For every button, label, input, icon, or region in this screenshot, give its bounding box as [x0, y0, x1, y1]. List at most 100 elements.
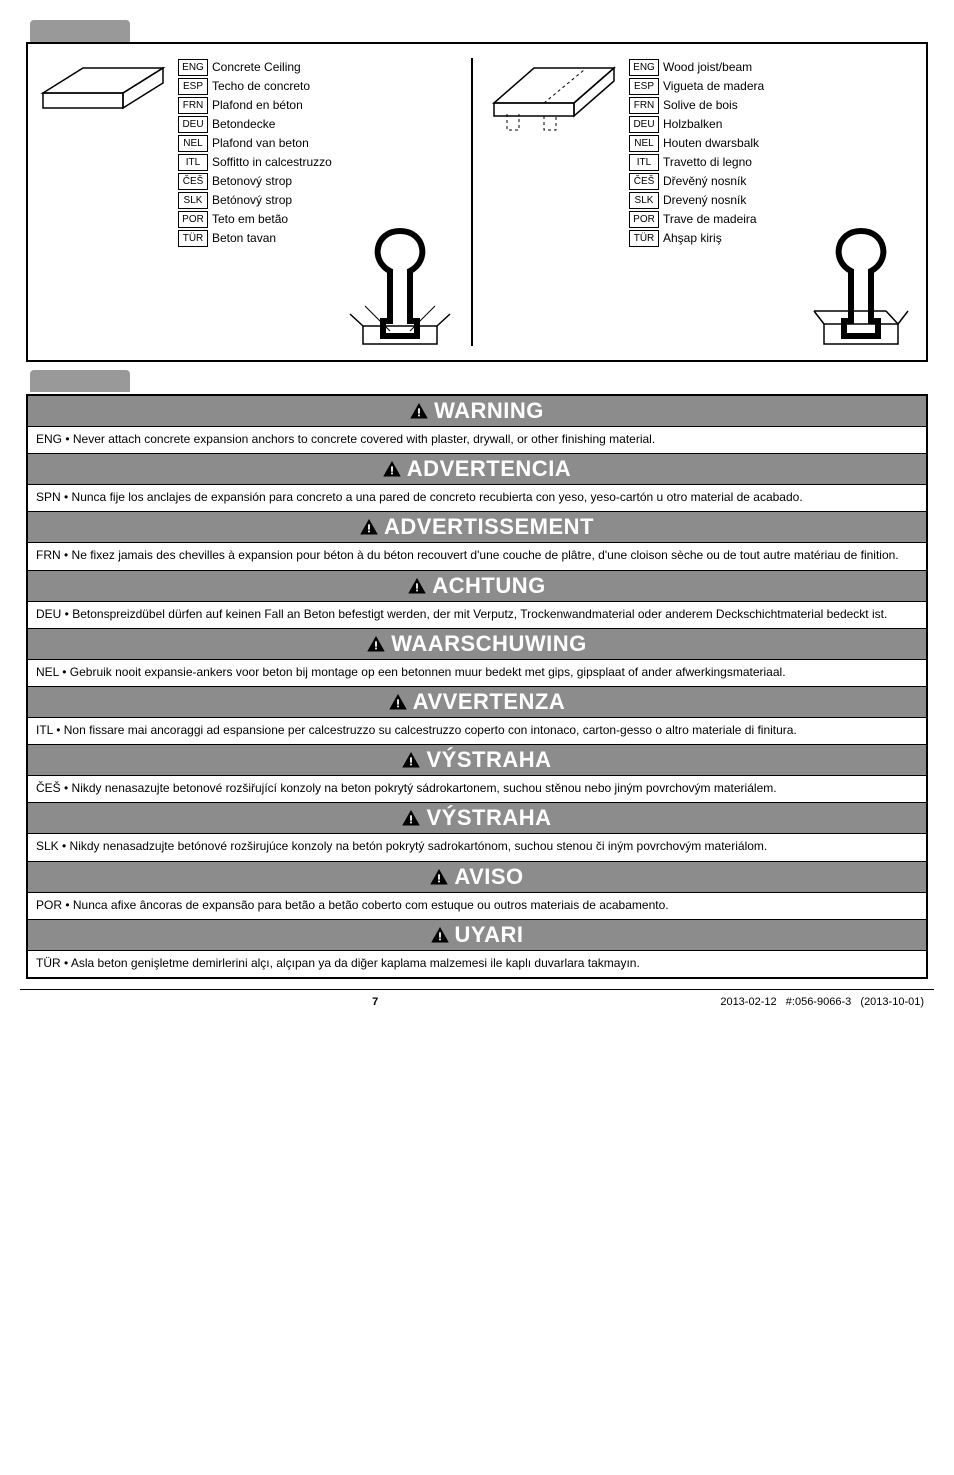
warning-triangle-icon [402, 752, 420, 768]
lang-text: Techo de concreto [212, 77, 310, 95]
lang-code: POR [629, 211, 659, 228]
warning-body: DEU • Betonspreizdübel dürfen auf keinen… [28, 601, 926, 628]
warning-body: SPN • Nunca fije los anclajes de expansi… [28, 484, 926, 511]
lang-text: Betondecke [212, 115, 275, 133]
lang-code: ESP [178, 78, 208, 95]
lang-code: ENG [629, 59, 659, 76]
warning-header: VÝSTRAHA [28, 744, 926, 775]
warning-body: ITL • Non fissare mai ancoraggi ad espan… [28, 717, 926, 744]
warning-header: AVVERTENZA [28, 686, 926, 717]
lang-text: Drevený nosník [663, 191, 746, 209]
lang-code: ČEŠ [178, 173, 208, 190]
lang-row: ČEŠDřevěný nosník [629, 172, 946, 190]
lang-text: Plafond en béton [212, 96, 303, 114]
lang-code: SLK [178, 192, 208, 209]
concrete-slab-icon [38, 58, 168, 148]
lang-code: SLK [629, 192, 659, 209]
lang-text: Solive de bois [663, 96, 738, 114]
warning-body: NEL • Gebruik nooit expansie-ankers voor… [28, 659, 926, 686]
lang-code: POR [178, 211, 208, 228]
lang-code: ITL [629, 154, 659, 171]
warning-triangle-icon [430, 869, 448, 885]
lang-text: Beton tavan [212, 229, 276, 247]
section-tab-top [30, 20, 130, 42]
lang-row: ENGConcrete Ceiling [178, 58, 495, 76]
footer-rev: (2013-10-01) [860, 996, 924, 1008]
footer-page-number: 7 [30, 996, 720, 1008]
lang-code: ČEŠ [629, 173, 659, 190]
warning-title: ACHTUNG [432, 573, 546, 599]
lang-text: Soffitto in calcestruzzo [212, 153, 332, 171]
warning-header: ACHTUNG [28, 570, 926, 601]
joist-anchor-icon [806, 226, 916, 346]
lang-text: Betónový strop [212, 191, 292, 209]
warning-title: UYARI [455, 922, 524, 948]
warning-header: ADVERTISSEMENT [28, 511, 926, 542]
lang-text: Dřevěný nosník [663, 172, 746, 190]
warning-title: VÝSTRAHA [426, 747, 551, 773]
section-tab-warnings [30, 370, 130, 392]
warning-body: TÜR • Asla beton genişletme demirlerini … [28, 950, 926, 977]
warning-header: AVISO [28, 861, 926, 892]
footer-date: 2013-02-12 [720, 996, 776, 1008]
lang-text: Ahşap kiriş [663, 229, 722, 247]
lang-row: ESPTecho de concreto [178, 77, 495, 95]
lang-row: ITLSoffitto in calcestruzzo [178, 153, 495, 171]
lang-text: Vigueta de madera [663, 77, 764, 95]
lang-code: TÜR [178, 230, 208, 247]
concrete-anchor-icon [345, 226, 455, 346]
warning-body: ČEŠ • Nikdy nenasazujte betonové rozšiřu… [28, 775, 926, 802]
warning-title: AVVERTENZA [413, 689, 566, 715]
warning-header: WARNING [28, 396, 926, 426]
joist-anchor-illustration [806, 218, 916, 346]
lang-row: FRNPlafond en béton [178, 96, 495, 114]
lang-text: Betonový strop [212, 172, 292, 190]
footer-doc-info: 2013-02-12 #:056-9066-3 (2013-10-01) [720, 996, 924, 1008]
lang-row: SLKDrevený nosník [629, 191, 946, 209]
lang-text: Travetto di legno [663, 153, 752, 171]
warning-triangle-icon [431, 927, 449, 943]
warning-body: SLK • Nikdy nenasadzujte betónové rozšir… [28, 833, 926, 860]
warning-header: WAARSCHUWING [28, 628, 926, 659]
warning-title: WAARSCHUWING [391, 631, 586, 657]
lang-code: DEU [178, 116, 208, 133]
warning-triangle-icon [408, 578, 426, 594]
lang-row: FRNSolive de bois [629, 96, 946, 114]
warning-triangle-icon [383, 461, 401, 477]
lang-row: ITLTravetto di legno [629, 153, 946, 171]
warning-title: AVISO [454, 864, 523, 890]
warning-title: WARNING [434, 398, 544, 424]
wood-joist-illustration [489, 58, 619, 346]
warning-header: ADVERTENCIA [28, 453, 926, 484]
lang-code: ENG [178, 59, 208, 76]
warning-triangle-icon [402, 810, 420, 826]
divider [471, 58, 473, 346]
lang-text: Teto em betão [212, 210, 288, 228]
page-container: ENGConcrete CeilingESPTecho de concretoF… [20, 20, 934, 1008]
wood-joist-icon [489, 58, 619, 148]
lang-code: NEL [178, 135, 208, 152]
lang-code: NEL [629, 135, 659, 152]
lang-row: ESPVigueta de madera [629, 77, 946, 95]
warning-body: POR • Nunca afixe âncoras de expansão pa… [28, 892, 926, 919]
lang-row: NELHouten dwarsbalk [629, 134, 946, 152]
lang-text: Plafond van beton [212, 134, 309, 152]
lang-text: Concrete Ceiling [212, 58, 301, 76]
lang-row: DEUHolzbalken [629, 115, 946, 133]
warning-title: VÝSTRAHA [426, 805, 551, 831]
warning-triangle-icon [389, 694, 407, 710]
lang-text: Trave de madeira [663, 210, 757, 228]
lang-row: ČEŠBetonový strop [178, 172, 495, 190]
lang-row: NELPlafond van beton [178, 134, 495, 152]
concrete-ceiling-illustration [38, 58, 168, 346]
lang-text: Holzbalken [663, 115, 722, 133]
lang-text: Houten dwarsbalk [663, 134, 759, 152]
lang-code: TÜR [629, 230, 659, 247]
warning-title: ADVERTISSEMENT [384, 514, 594, 540]
warning-body: FRN • Ne fixez jamais des chevilles à ex… [28, 542, 926, 569]
warnings-box: WARNINGENG • Never attach concrete expan… [26, 394, 928, 979]
lang-row: DEUBetondecke [178, 115, 495, 133]
lang-code: DEU [629, 116, 659, 133]
lang-code: FRN [178, 97, 208, 114]
warning-triangle-icon [410, 403, 428, 419]
